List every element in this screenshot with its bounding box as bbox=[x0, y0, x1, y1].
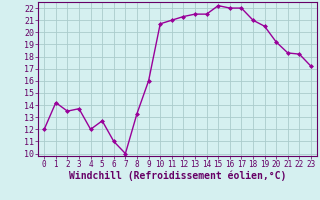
X-axis label: Windchill (Refroidissement éolien,°C): Windchill (Refroidissement éolien,°C) bbox=[69, 171, 286, 181]
